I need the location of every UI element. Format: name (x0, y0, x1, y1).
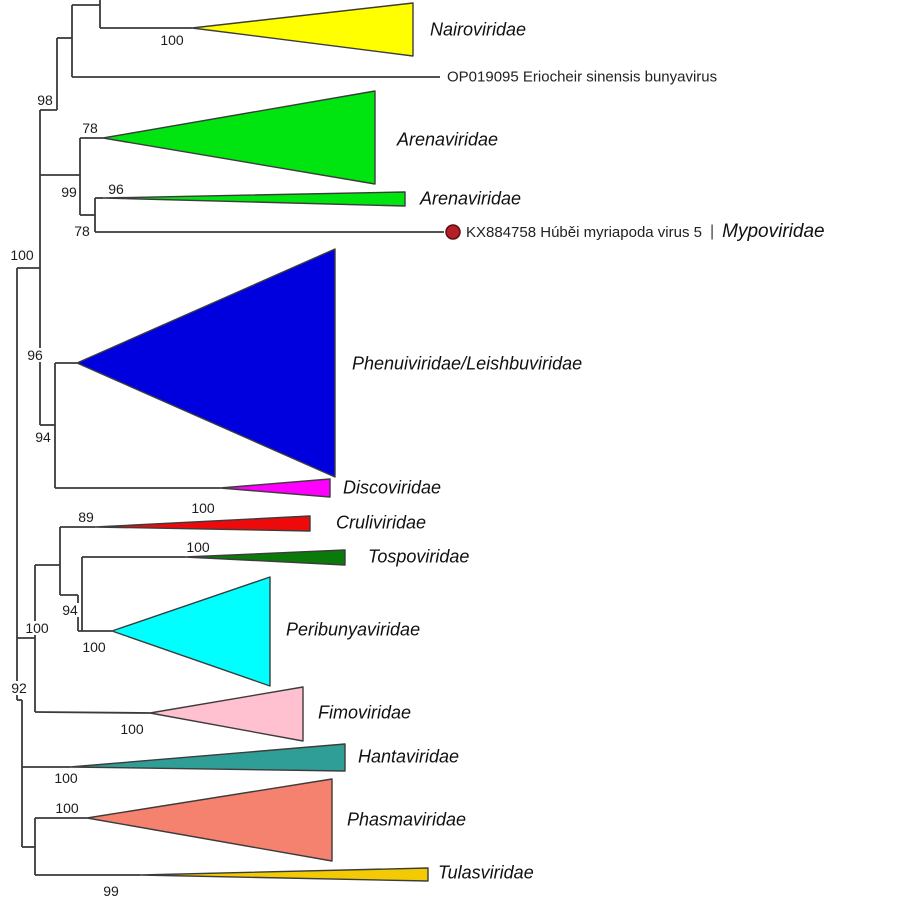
clade-wedge-phasmaviridae (86, 778, 333, 862)
clade-label-tospoviridae: Tospoviridae (368, 546, 470, 567)
clade-label-cruliviridae: Cruliviridae (336, 512, 427, 533)
bootstrap-label: 100 (190, 500, 216, 516)
clade-label-discoviridae: Discoviridae (343, 477, 442, 498)
bootstrap-label: 100 (54, 800, 80, 816)
clade-wedge-tospoviridae (184, 549, 346, 566)
bootstrap-label: 96 (107, 181, 125, 197)
bootstrap-label: 100 (24, 620, 50, 636)
bootstrap-label: 100 (81, 639, 107, 655)
bootstrap-label: 94 (34, 429, 52, 445)
bootstrap-label: 100 (185, 539, 211, 555)
clade-label-nairoviridae: Nairoviridae (430, 19, 527, 40)
tree-branch (34, 711, 151, 714)
clade-wedge-peribunyaviridae (111, 576, 271, 687)
bootstrap-label: 99 (102, 883, 120, 899)
bootstrap-label: 92 (10, 680, 28, 696)
bootstrap-label: 78 (73, 223, 91, 239)
clade-wedge-arenaviridae (102, 90, 376, 185)
clade-label-arenaviridae: Arenaviridae (397, 129, 499, 150)
clade-wedge-discoviridae (219, 478, 331, 498)
leaf-label-kx884758: KX884758 Húběi myriapoda virus 5 | Mypovir… (466, 221, 825, 243)
clade-wedge-hantaviridae (69, 743, 346, 772)
bootstrap-label: 100 (9, 247, 35, 263)
bootstrap-label: 99 (60, 184, 78, 200)
clade-label-phenuiviridae-leishbuviridae: Phenuiviridae/Leishbuviridae (352, 353, 583, 374)
bootstrap-label: 96 (26, 347, 44, 363)
clade-label-arenaviridae: Arenaviridae (420, 188, 522, 209)
clade-label-mypoviridae: Mypoviridae (722, 221, 825, 242)
leaf-accession-text: KX884758 Húběi myriapoda virus 5 (466, 223, 702, 241)
clade-wedge-fimoviridae (149, 686, 304, 742)
clade-label-tulasviridae: Tulasviridae (438, 862, 534, 883)
bootstrap-label: 100 (53, 770, 79, 786)
leaf-label-op019095: OP019095 Eriocheir sinensis bunyavirus (447, 68, 718, 86)
clade-wedge-phenuiviridae-leishbuviridae (76, 248, 336, 478)
clade-label-phasmaviridae: Phasmaviridae (347, 809, 467, 830)
bootstrap-label: 78 (81, 120, 99, 136)
separator-pipe: | (709, 223, 715, 240)
bootstrap-label: 100 (159, 32, 185, 48)
clade-wedge-cruliviridae (94, 515, 311, 532)
bootstrap-label: 100 (119, 721, 145, 737)
clade-label-hantaviridae: Hantaviridae (358, 746, 460, 767)
clade-wedge-arenaviridae (102, 191, 406, 207)
bootstrap-label: 89 (77, 509, 95, 525)
clade-wedge-tulasviridae (139, 867, 429, 882)
virus-marker-icon (445, 224, 461, 240)
bootstrap-label: 98 (36, 92, 54, 108)
bootstrap-label: 94 (61, 602, 79, 618)
clade-label-fimoviridae: Fimoviridae (318, 702, 412, 723)
clade-wedge-nairoviridae (191, 2, 414, 57)
clade-label-peribunyaviridae: Peribunyaviridae (286, 619, 421, 640)
